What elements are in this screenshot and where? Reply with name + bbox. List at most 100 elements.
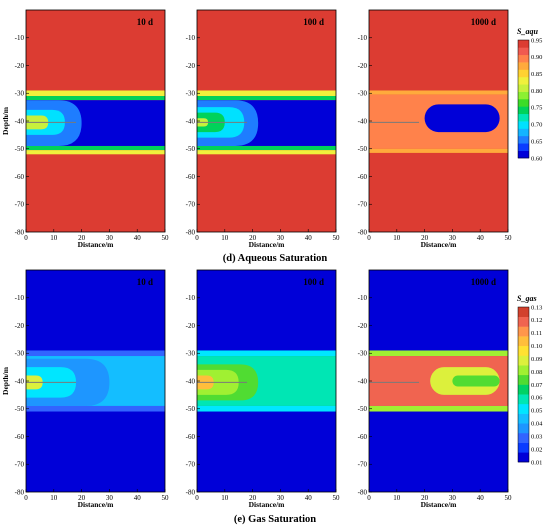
x-tick-label: 20 [78, 494, 86, 502]
colorbar-tick-label: 0.05 [531, 408, 542, 415]
y-tick-label: -20 [15, 322, 25, 330]
colorbar-swatch [518, 345, 529, 356]
colorbar-swatch [518, 76, 529, 85]
colorbar-swatch [518, 47, 529, 56]
x-tick-label: 50 [333, 494, 341, 502]
colorbar-swatch [518, 394, 529, 405]
x-tick-label: 40 [305, 494, 313, 502]
colorbar-swatch [518, 106, 529, 115]
saturation-layer [26, 350, 165, 357]
saturation-layer [26, 96, 165, 101]
y-tick-label: -30 [358, 90, 368, 98]
colorbar-swatch [518, 135, 529, 144]
figure-caption: (e) Gas Saturation [234, 514, 316, 525]
y-tick-label: -60 [15, 173, 25, 181]
y-tick-label: -20 [15, 62, 25, 70]
x-axis-label: Distance/m [249, 240, 286, 249]
y-tick-label: -50 [186, 145, 196, 153]
colorbar-swatch [518, 326, 529, 337]
saturation-layer [197, 90, 336, 97]
y-tick-label: -40 [186, 377, 196, 385]
x-tick-label: 50 [505, 494, 513, 502]
colorbar-tick-label: 0.85 [531, 71, 542, 78]
plume-zone [424, 104, 500, 133]
y-tick-label: -20 [186, 62, 196, 70]
y-tick-label: -40 [358, 117, 368, 125]
x-tick-label: 20 [78, 234, 86, 242]
y-tick-label: -30 [15, 90, 25, 98]
colorbar-tick-label: 0.13 [531, 304, 542, 311]
colorbar-tick-label: 0.75 [531, 105, 542, 112]
y-tick-label: -70 [15, 461, 25, 469]
x-tick-label: 10 [50, 494, 58, 502]
y-tick-label: -50 [186, 405, 196, 413]
x-tick-label: 40 [134, 234, 142, 242]
saturation-layer [197, 96, 336, 101]
figure-gas: -10-20-30-40-50-60-70-800 10 20 30 40 50Dista… [1, 269, 543, 525]
saturation-layer [369, 90, 508, 95]
colorbar-frame [517, 39, 530, 159]
panel-10d: -10 -20 -30 -40 -50 -60 -70 -800 10 20 30 40 50 Dista… [1, 9, 170, 249]
y-tick-label: -80 [15, 228, 25, 236]
colorbar-swatch [518, 423, 529, 434]
colorbar-tick-label: 0.07 [531, 382, 543, 389]
colorbar-tick-label: 0.65 [531, 138, 542, 145]
y-tick-label: -60 [186, 173, 196, 181]
x-tick-label: 30 [449, 494, 457, 502]
saturation-layer [369, 148, 508, 153]
x-tick-label: 30 [277, 234, 285, 242]
colorbar-swatch [518, 150, 529, 159]
x-axis-label: Distance/m [78, 240, 115, 249]
saturation-layer [26, 90, 165, 97]
colorbar-tick-label: 0.95 [531, 37, 542, 44]
y-axis-label: Depth/m [1, 106, 10, 135]
x-tick-label: 50 [162, 234, 170, 242]
y-tick-label: -70 [358, 201, 368, 209]
time-label: 10 d [137, 17, 153, 27]
x-tick-label: 40 [305, 234, 313, 242]
saturation-layer [369, 350, 508, 357]
colorbar-swatch [518, 413, 529, 424]
colorbar-tick-label: 0.80 [531, 88, 542, 95]
colorbar-swatch [518, 69, 529, 78]
y-tick-label: -80 [186, 228, 196, 236]
colorbar-swatch [518, 99, 529, 107]
x-axis-label: Distance/m [249, 500, 286, 509]
colorbar-tick-label: 0.70 [531, 122, 542, 129]
figure-caption: (d) Aqueous Saturation [223, 253, 328, 264]
y-tick-label: -10 [186, 34, 196, 42]
panel-1000d: -10 -20 -30 -40 -50 -60 -70 -800 10 20 30 40 50 Dista… [358, 269, 513, 509]
colorbar-swatch [518, 113, 529, 122]
y-tick-label: -70 [358, 461, 368, 469]
colorbar-tick-label: 0.03 [531, 433, 542, 440]
y-tick-label: -10 [358, 294, 368, 302]
x-tick-label: 30 [277, 494, 285, 502]
y-tick-label: -40 [358, 377, 368, 385]
y-tick-label: -30 [358, 350, 368, 358]
time-label: 10 d [137, 277, 153, 287]
colorbar-tick-label: 0.01 [531, 459, 542, 466]
y-tick-label: -70 [186, 461, 196, 469]
colorbar-swatch [518, 336, 529, 347]
x-axis-label: Distance/m [78, 500, 115, 509]
panel-100d: -10 -20 -30 -40 -50 -60 -70 -800 10 20 30 40 50 Dista… [186, 269, 341, 509]
saturation-layer [197, 405, 336, 412]
time-label: 100 d [303, 277, 324, 287]
colorbar-swatch [518, 128, 529, 137]
colorbar-tick-label: 0.04 [531, 421, 543, 428]
y-tick-label: -40 [15, 117, 25, 125]
y-tick-label: -20 [358, 62, 368, 70]
time-label: 1000 d [471, 17, 496, 27]
x-tick-label: 30 [106, 234, 114, 242]
x-tick-label: 10 [50, 234, 58, 242]
saturation-layer [197, 150, 336, 155]
colorbar-title: S_gas [517, 294, 537, 303]
saturation-layer [369, 405, 508, 412]
x-tick-label: 30 [106, 494, 114, 502]
x-tick-label: 30 [449, 234, 457, 242]
plume-zone [452, 375, 500, 387]
colorbar-tick-label: 0.10 [531, 343, 542, 350]
colorbar-swatch [518, 432, 529, 443]
